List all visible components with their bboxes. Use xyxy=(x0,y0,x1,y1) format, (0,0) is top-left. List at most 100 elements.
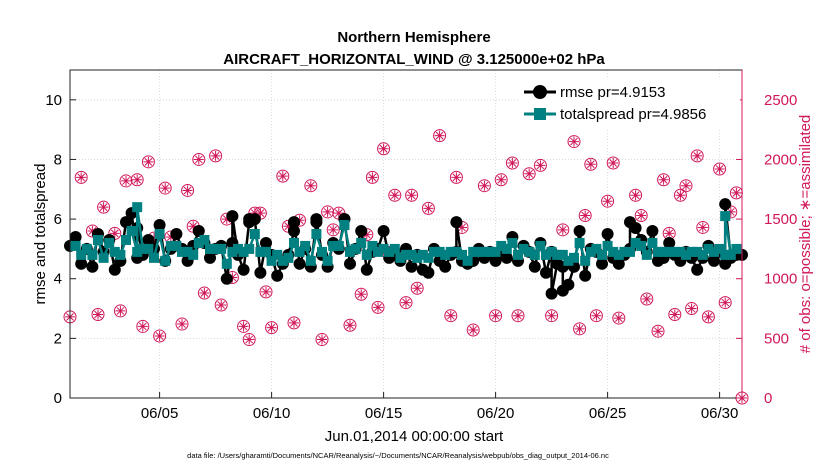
legend: rmse pr=4.9153 totalspread pr=4.9856 xyxy=(520,78,740,128)
totalspread-point xyxy=(227,246,238,257)
obs-assimilated-point xyxy=(255,208,266,219)
obs-assimilated-point xyxy=(261,286,271,297)
totalspread-point xyxy=(143,243,154,254)
totalspread-point xyxy=(608,246,619,257)
totalspread-point xyxy=(451,246,462,257)
totalspread-point xyxy=(703,243,714,254)
data-file-footnote: data file: /Users/gharamti/Documents/NCA… xyxy=(187,451,609,460)
obs-assimilated-point xyxy=(653,326,663,337)
rmse-point xyxy=(377,225,390,238)
rmse-point xyxy=(86,260,99,273)
totalspread-point xyxy=(585,246,596,257)
obs-assimilated-point xyxy=(513,310,523,321)
rmse-point xyxy=(612,257,625,270)
y-tick-label: 6 xyxy=(54,211,62,228)
totalspread-point xyxy=(289,237,299,248)
obs-possible-point xyxy=(214,298,228,312)
rmse-point xyxy=(69,230,82,243)
obs-assimilated-point xyxy=(356,289,367,300)
x-tick-label: 06/20 xyxy=(477,405,515,422)
obs-possible-point xyxy=(197,286,211,300)
totalspread-point xyxy=(160,255,171,266)
rmse-point xyxy=(422,266,435,279)
obs-assimilated-point xyxy=(524,168,535,179)
obs-possible-point xyxy=(276,169,290,183)
totalspread-point xyxy=(378,243,389,254)
totalspread-point xyxy=(76,249,87,260)
rmse-point xyxy=(646,225,659,238)
totalspread-point xyxy=(266,255,277,266)
totalspread-point xyxy=(714,243,725,254)
obs-assimilated-point xyxy=(266,322,277,333)
rmse-point xyxy=(288,216,300,229)
totalspread-point xyxy=(406,249,417,260)
totalspread-point xyxy=(132,246,143,257)
totalspread-point xyxy=(300,240,311,251)
totalspread-point xyxy=(473,246,484,257)
obs-possible-point xyxy=(640,292,654,306)
totalspread-point xyxy=(294,246,305,257)
totalspread-point xyxy=(249,229,260,239)
y-tick-right-label: 0 xyxy=(764,390,772,407)
legend-rmse-marker xyxy=(533,85,547,99)
legend-rmse-label: rmse pr=4.9153 xyxy=(560,84,665,101)
obs-possible-point xyxy=(388,188,402,202)
obs-possible-point xyxy=(679,179,693,193)
totalspread-point xyxy=(569,252,579,263)
legend-box xyxy=(520,78,740,128)
totalspread-point xyxy=(546,246,557,257)
totalspread-point xyxy=(479,246,490,257)
obs-assimilated-point xyxy=(289,317,299,328)
obs-assimilated-point xyxy=(423,203,434,214)
totalspread-point xyxy=(333,240,344,251)
obs-assimilated-point xyxy=(115,305,126,316)
obs-possible-point xyxy=(444,309,458,323)
obs-possible-point xyxy=(304,179,318,193)
obs-possible-point xyxy=(74,170,88,184)
obs-possible-point xyxy=(713,162,727,176)
y-axis-label: rmse and totalspread xyxy=(32,164,49,305)
rmse-point xyxy=(108,263,121,276)
rmse-point xyxy=(248,213,261,226)
obs-assimilated-point xyxy=(378,143,389,154)
obs-assimilated-point xyxy=(177,319,187,330)
rmse-point xyxy=(708,254,720,267)
totalspread-point xyxy=(597,249,607,260)
totalspread-point xyxy=(468,246,479,257)
obs-assimilated-point xyxy=(658,174,669,185)
obs-possible-point xyxy=(511,309,525,323)
obs-possible-point xyxy=(701,310,715,324)
totalspread-point xyxy=(389,243,400,254)
obs-possible-point xyxy=(421,201,435,215)
x-tick-label: 06/30 xyxy=(701,405,739,422)
totalspread-point xyxy=(557,249,568,260)
totalspread-point xyxy=(205,243,215,254)
obs-possible-point xyxy=(237,319,251,333)
obs-assimilated-point xyxy=(451,172,462,183)
obs-assimilated-point xyxy=(373,302,383,313)
totalspread-point xyxy=(283,252,294,263)
obs-assimilated-point xyxy=(401,297,411,308)
obs-assimilated-point xyxy=(675,190,686,201)
obs-assimilated-point xyxy=(283,221,294,232)
obs-possible-point xyxy=(91,308,105,322)
totalspread-point xyxy=(681,249,691,260)
obs-possible-point xyxy=(377,142,391,156)
totalspread-point xyxy=(361,249,372,260)
obs-possible-point xyxy=(287,316,301,330)
totalspread-point xyxy=(602,240,613,251)
totalspread-point xyxy=(462,255,473,266)
rmse-point xyxy=(288,225,300,238)
obs-assimilated-point xyxy=(160,183,171,194)
obs-assimilated-point xyxy=(76,172,87,183)
obs-possible-point xyxy=(113,304,127,318)
totalspread-point xyxy=(490,246,501,257)
totalspread-point xyxy=(221,258,232,269)
totalspread-point xyxy=(485,246,495,257)
obs-assimilated-point xyxy=(221,214,232,225)
rmse-point xyxy=(271,269,284,282)
totalspread-point xyxy=(384,246,395,257)
totalspread-point xyxy=(149,252,159,263)
obs-possible-point xyxy=(399,296,413,310)
totalspread-point xyxy=(350,243,361,254)
